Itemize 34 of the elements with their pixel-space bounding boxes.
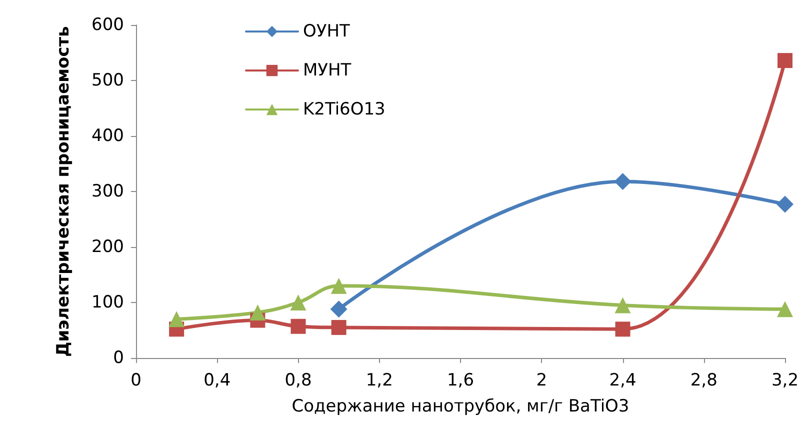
x-tick-label: 3,2 <box>771 370 799 390</box>
x-tick-label: 2 <box>536 370 548 390</box>
point <box>615 322 630 337</box>
x-tick-label: 2,8 <box>690 370 718 390</box>
point <box>168 311 185 328</box>
y-tick-label: 500 <box>92 70 124 90</box>
point <box>290 318 306 334</box>
x-axis-title: Содержание нанотрубок, мг/г BaTiO3 <box>292 396 630 416</box>
point <box>614 297 631 314</box>
legend-label: ОУНТ <box>303 22 351 42</box>
point <box>330 278 347 294</box>
legend-label: МУНТ <box>303 60 352 80</box>
y-tick-label: 300 <box>92 182 124 202</box>
y-tick-label: 400 <box>92 126 124 146</box>
y-tick-label: 200 <box>92 237 124 257</box>
y-tick-label: 0 <box>113 348 124 368</box>
x-tick-label: 0,4 <box>204 370 231 390</box>
point <box>290 294 306 310</box>
legend-label: K2Ti6O13 <box>303 100 386 120</box>
point <box>777 301 793 318</box>
x-tick-label: 0,8 <box>284 370 312 390</box>
x-tick-label: 1,6 <box>446 370 474 390</box>
x-tick-label: 0 <box>130 370 142 390</box>
y-tick-label: 600 <box>92 15 124 35</box>
point <box>330 300 348 318</box>
point <box>331 320 346 335</box>
point <box>776 196 794 213</box>
point <box>614 173 632 190</box>
point <box>778 53 792 68</box>
x-tick-label: 2,4 <box>609 370 636 390</box>
y-axis-title: Диэлектрическая проницаемость <box>54 26 74 357</box>
y-tick-label: 100 <box>92 292 124 312</box>
point <box>250 304 266 320</box>
x-tick-label: 1,2 <box>366 370 393 390</box>
